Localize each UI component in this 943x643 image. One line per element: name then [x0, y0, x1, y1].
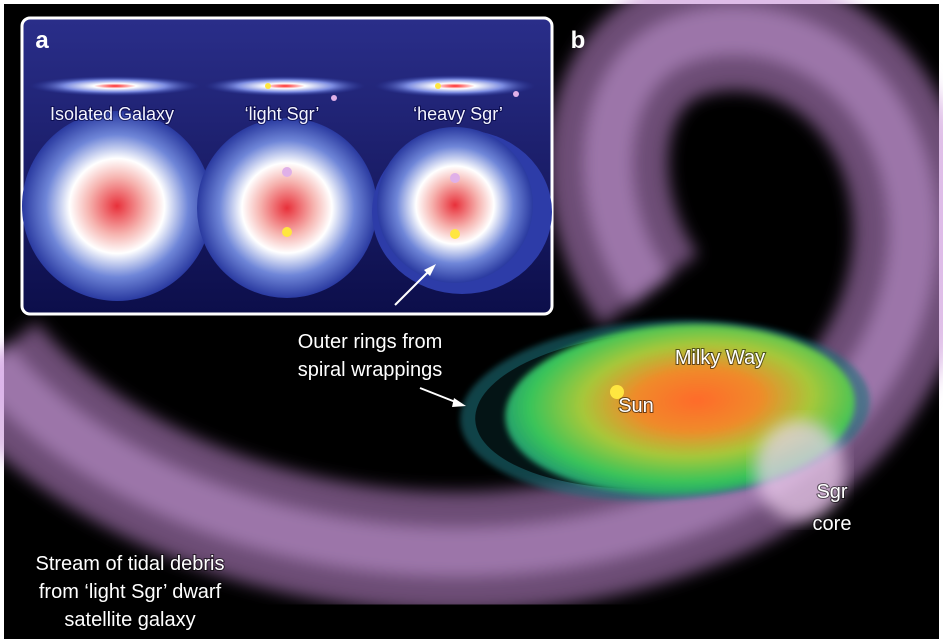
annotation: satellite galaxy: [64, 609, 195, 631]
inset-label: Isolated Galaxy: [50, 104, 174, 124]
figure: a Isolated Galaxy ‘light Sgr’ ‘heavy Sgr…: [0, 0, 943, 643]
annotation: Sun: [618, 395, 654, 417]
inset-label: ‘light Sgr’: [245, 104, 320, 124]
panel-label: a: [35, 27, 49, 54]
inset-label: ‘heavy Sgr’: [413, 104, 503, 124]
sgr-core-glow: [755, 420, 845, 520]
face-on-galaxies: [22, 111, 552, 301]
annotation: Stream of tidal debris: [36, 553, 225, 575]
annotation: from ‘light Sgr’ dwarf: [39, 581, 222, 603]
annotation: core: [813, 513, 852, 535]
annotation: Milky Way: [675, 347, 765, 369]
panel-label: b: [571, 27, 586, 54]
annotation: spiral wrappings: [298, 359, 443, 381]
annotation: Outer rings from: [298, 331, 442, 353]
annotation: Sgr: [816, 481, 847, 503]
